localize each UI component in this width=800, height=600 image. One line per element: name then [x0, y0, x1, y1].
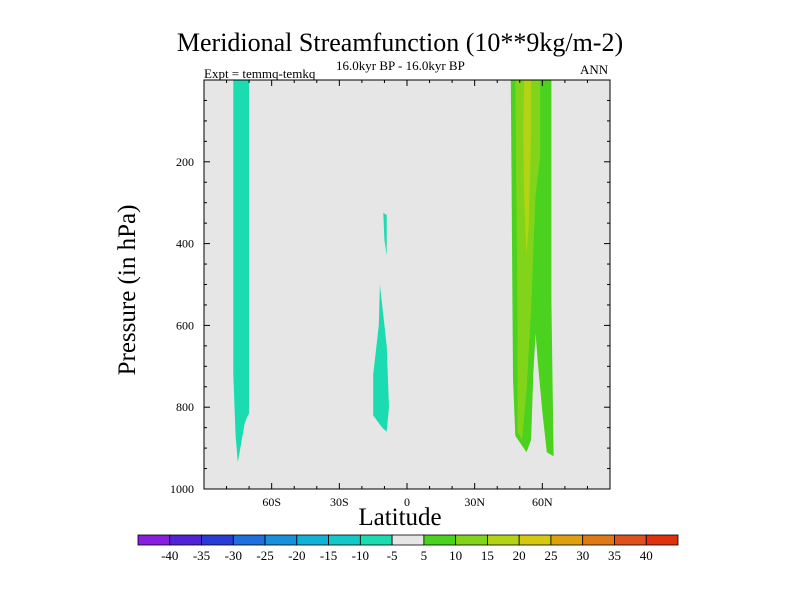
colorbar-label: 10: [449, 548, 462, 563]
colorbar-box: [201, 534, 234, 546]
x-tick-label: 30S: [330, 495, 349, 509]
colorbar-box: [391, 534, 425, 546]
x-tick-label: 60S: [262, 495, 281, 509]
season-label: ANN: [580, 62, 609, 77]
colorbar-label: -25: [256, 548, 273, 563]
experiment-label: Expt = temmq-temkq: [204, 66, 316, 81]
colorbar-label: -5: [387, 548, 398, 563]
colorbar-label: 40: [640, 548, 653, 563]
colorbar-box: [328, 534, 361, 546]
y-tick-label: 1000: [170, 482, 194, 496]
colorbar-label: 35: [608, 548, 621, 563]
colorbar-box: [487, 534, 520, 546]
colorbar-box: [169, 534, 202, 546]
colorbar-label: -40: [161, 548, 178, 563]
colorbar-box: [264, 534, 298, 546]
x-axis-label: Latitude: [358, 504, 442, 531]
contour-tropical-small-negative: [383, 212, 387, 256]
x-tick-label: 60N: [532, 495, 553, 509]
colorbar-label: 30: [576, 548, 589, 563]
colorbar-label: 25: [544, 548, 557, 563]
contour-southern-polar-cell-negative: [233, 80, 250, 463]
colorbar-label: -15: [320, 548, 337, 563]
y-tick-label: 800: [176, 400, 194, 414]
colorbar-box: [359, 534, 393, 546]
y-axis-label: Pressure (in hPa): [114, 204, 141, 376]
colorbar-box: [582, 534, 615, 546]
colorbar-label: 15: [481, 548, 494, 563]
x-tick-label: 0: [404, 495, 410, 509]
colorbar-box: [455, 534, 488, 546]
colorbar-label: 5: [421, 548, 428, 563]
chart-subtitle: 16.0kyr BP - 16.0kyr BP: [336, 58, 465, 73]
colorbar-box: [550, 534, 584, 546]
contour-northern-positive-inner: [515, 80, 541, 440]
x-tick-label: 30N: [464, 495, 485, 509]
colorbar-label: -20: [288, 548, 305, 563]
colorbar-label: -35: [193, 548, 210, 563]
colorbar-box: [296, 534, 329, 546]
contour-northern-positive-core: [523, 80, 532, 256]
y-tick-label: 400: [176, 237, 194, 251]
colorbar-box: [645, 534, 679, 546]
colorbar-box: [518, 534, 552, 546]
y-tick-label: 600: [176, 318, 194, 332]
colorbar-label: 20: [513, 548, 526, 563]
colorbar-label: -10: [352, 548, 369, 563]
y-tick-label: 200: [176, 155, 194, 169]
chart-title: Meridional Streamfunction (10**9kg/m-2): [176, 28, 624, 57]
contour-tropical-negative-lobe: [373, 284, 389, 432]
colorbar-label: -30: [225, 548, 242, 563]
colorbar-box: [137, 534, 171, 546]
colorbar-box: [232, 534, 266, 546]
colorbar-box: [614, 534, 647, 546]
colorbar-box: [423, 534, 457, 546]
